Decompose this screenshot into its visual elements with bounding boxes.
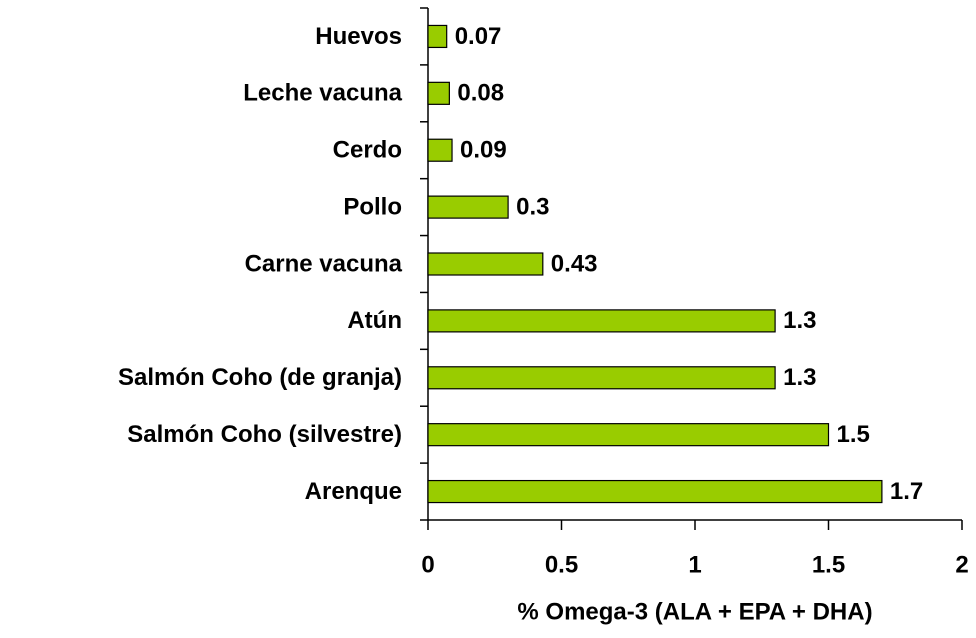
bar	[427, 423, 830, 447]
value-label: 0.09	[460, 137, 507, 164]
y-tick-label: Salmón Coho (silvestre)	[127, 421, 402, 448]
y-tick-label: Cerdo	[333, 137, 402, 164]
bar	[427, 309, 776, 333]
y-tick-label: Atún	[347, 307, 402, 334]
y-tick-label: Huevos	[315, 23, 402, 50]
y-tick-label: Pollo	[343, 193, 402, 220]
bar	[427, 138, 453, 162]
bar	[427, 366, 776, 390]
y-tick-label: Arenque	[305, 478, 402, 505]
value-label: 0.43	[551, 250, 598, 277]
bar	[427, 24, 448, 49]
y-tick-label: Salmón Coho (de granja)	[118, 364, 402, 391]
x-tick-label: 0.5	[545, 551, 578, 578]
value-label: 0.3	[516, 193, 549, 220]
value-label: 1.3	[783, 364, 816, 391]
x-axis-label: % Omega-3 (ALA + EPA + DHA)	[517, 598, 872, 625]
value-label: 1.5	[837, 421, 870, 448]
bar	[427, 195, 509, 219]
value-label: 1.7	[890, 478, 923, 505]
bar	[427, 479, 883, 504]
value-label: 0.07	[455, 23, 502, 50]
y-tick-label: Leche vacuna	[243, 80, 402, 107]
x-tick-label: 2	[955, 551, 968, 578]
value-label: 1.3	[783, 307, 816, 334]
value-label: 0.08	[457, 80, 504, 107]
bar	[427, 81, 450, 105]
x-tick-label: 0	[421, 551, 434, 578]
x-tick-label: 1.5	[812, 551, 845, 578]
y-tick-label: Carne vacuna	[245, 250, 403, 277]
x-tick-label: 1	[688, 551, 701, 578]
bar	[427, 252, 544, 276]
